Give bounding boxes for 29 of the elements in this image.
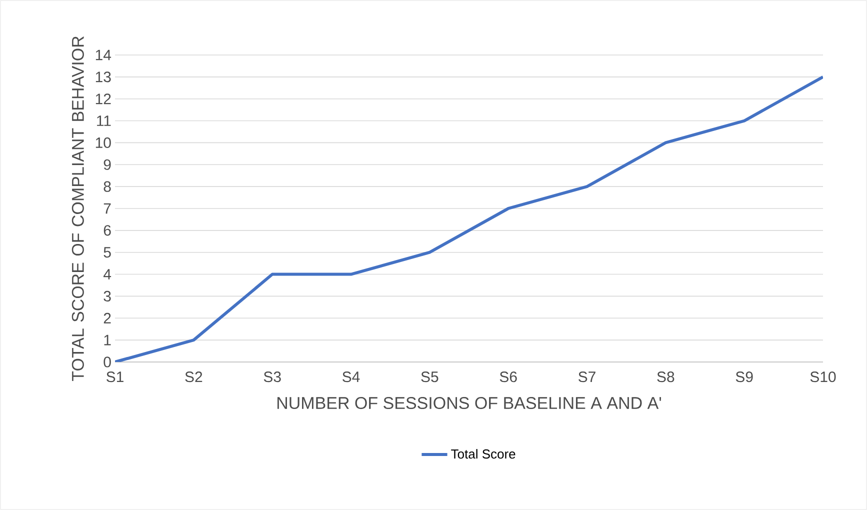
y-tick-label: 5: [104, 247, 111, 258]
y-tick-label: 14: [96, 50, 112, 60]
y-tick-label: 11: [97, 116, 111, 126]
y-tick-label: 12: [96, 94, 111, 104]
y-tick-label: 0: [104, 356, 111, 368]
y-tick-label: 10: [96, 137, 111, 148]
y-tick-label: 9: [104, 159, 111, 170]
y-tick-label: 13: [96, 72, 111, 82]
x-tick-label: S9: [736, 372, 753, 382]
y-tick-label: 7: [104, 203, 111, 214]
y-tick-label: 8: [104, 181, 111, 192]
x-tick-label: S3: [264, 372, 281, 382]
x-tick-label: S2: [185, 372, 202, 382]
x-tick-label: S10: [810, 372, 836, 382]
line-series: [115, 75, 823, 362]
x-tick-label: S7: [578, 372, 596, 382]
x-tick-label: S1: [106, 372, 124, 382]
y-tick-label: 6: [104, 225, 111, 236]
y-axis-title: TOTAL SCORE OF COMPLIANT BEHAVIOR: [72, 36, 84, 381]
y-tick-label: 2: [104, 312, 111, 324]
x-tick-label: S4: [342, 372, 360, 382]
x-axis-title: NUMBER OF SESSIONS OF BASELINE A AND A': [277, 397, 662, 410]
legend-label: Total Score: [451, 449, 516, 459]
y-tick-label: 1: [104, 334, 111, 346]
x-tick-label: S8: [657, 372, 674, 382]
x-tick-label: S5: [421, 372, 438, 382]
y-tick-label: 3: [104, 290, 111, 302]
y-tick-label: 4: [103, 269, 112, 280]
x-tick-label: S6: [500, 372, 517, 382]
